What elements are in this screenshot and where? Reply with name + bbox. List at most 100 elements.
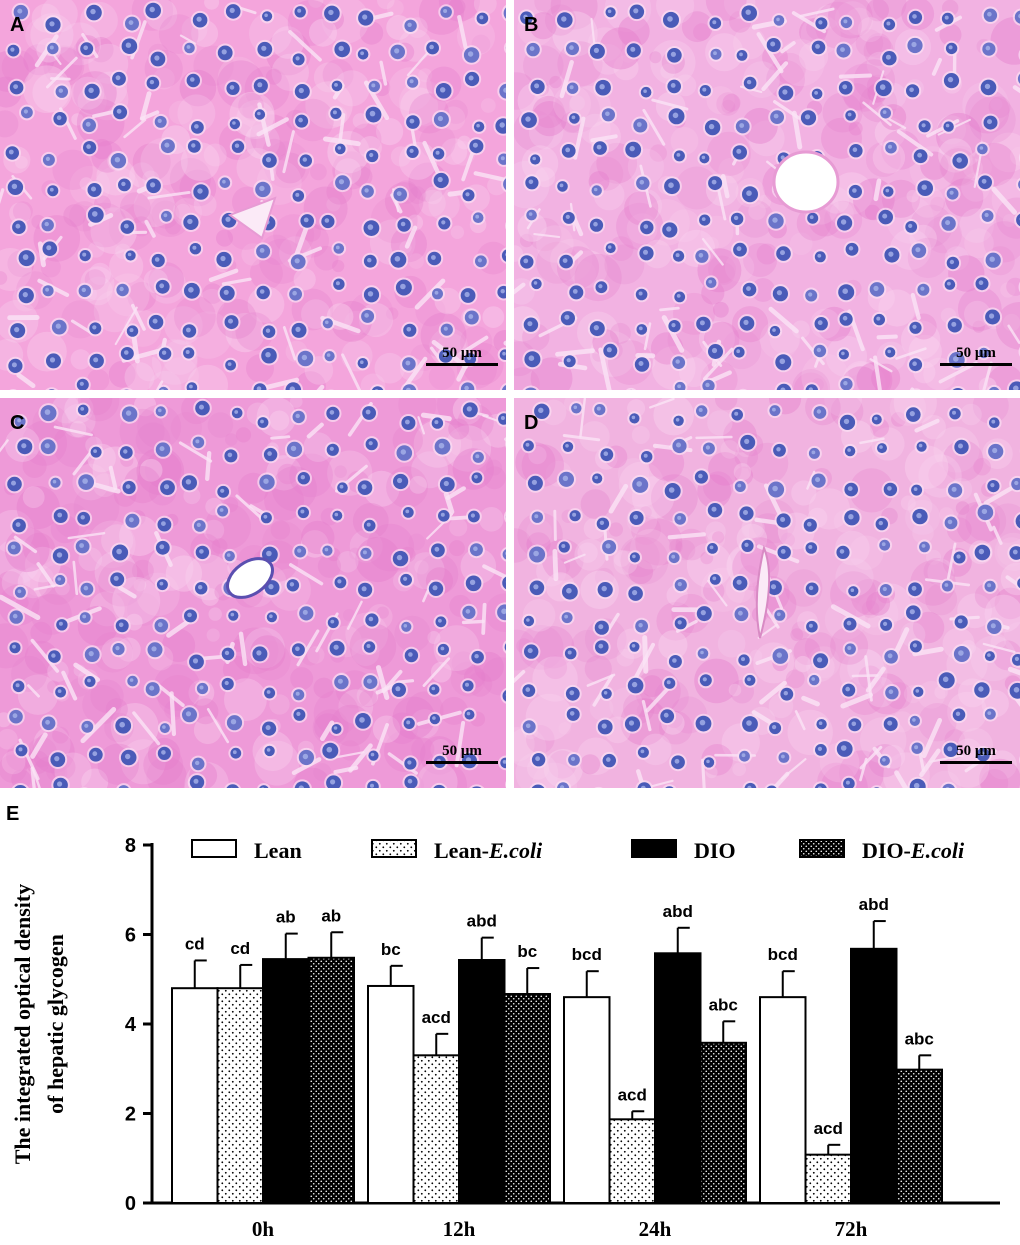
- nucleolus: [158, 408, 162, 413]
- sinusoid: [552, 548, 559, 582]
- nucleolus: [840, 745, 847, 751]
- nucleolus: [776, 612, 781, 617]
- nucleus-halo: [738, 388, 748, 390]
- nucleolus: [841, 351, 845, 356]
- nucleolus: [265, 157, 272, 163]
- cytoplasm-texture: [861, 600, 880, 619]
- sinusoid: [563, 553, 586, 564]
- cytoplasm-texture: [972, 320, 985, 333]
- cytoplasm-texture: [904, 445, 949, 489]
- sinusoid: [306, 422, 324, 439]
- nucleolus: [505, 252, 506, 257]
- cytoplasm-texture: [317, 554, 341, 578]
- cytoplasm-texture: [1010, 146, 1020, 166]
- sinusoid: [114, 306, 138, 346]
- nucleolus: [266, 748, 271, 752]
- nucleolus: [49, 187, 54, 192]
- nucleolus: [366, 678, 372, 684]
- nucleolus: [84, 723, 89, 728]
- nucleolus: [370, 783, 374, 788]
- nucleolus: [565, 444, 569, 448]
- cytoplasm-texture: [351, 166, 373, 187]
- sinusoid: [888, 118, 907, 130]
- cytoplasm-texture: [620, 536, 669, 585]
- nucleolus: [466, 406, 472, 412]
- cytoplasm-texture: [525, 693, 573, 741]
- sinusoid: [651, 779, 674, 788]
- nucleolus: [229, 85, 235, 90]
- cytoplasm-texture: [517, 512, 563, 558]
- nucleolus: [232, 750, 237, 755]
- cytoplasm-texture: [51, 398, 81, 424]
- nucleolus: [82, 614, 87, 619]
- nucleolus: [525, 442, 530, 447]
- sinusoid: [338, 113, 346, 144]
- cytoplasm-texture: [955, 501, 970, 515]
- y-tick-label: 0: [125, 1193, 136, 1215]
- nucleus: [433, 784, 446, 788]
- nucleolus: [405, 360, 411, 366]
- nucleolus: [921, 123, 926, 128]
- cytoplasm-texture: [22, 454, 47, 478]
- nucleolus: [226, 553, 231, 557]
- nucleolus: [406, 720, 411, 725]
- nucleolus: [601, 585, 607, 592]
- nucleolus: [400, 221, 406, 227]
- nucleolus: [630, 46, 636, 52]
- sinusoid: [514, 282, 526, 295]
- nucleolus: [698, 253, 704, 258]
- nucleolus: [811, 450, 816, 455]
- nucleus: [371, 386, 384, 390]
- cytoplasm-texture: [766, 60, 805, 99]
- bar: [171, 987, 219, 1204]
- cytoplasm-texture: [264, 480, 305, 521]
- cytoplasm-texture: [168, 100, 193, 125]
- cytoplasm-texture: [930, 196, 945, 212]
- cytoplasm-texture: [420, 762, 467, 788]
- sinusoid: [919, 748, 941, 778]
- sinusoid: [1007, 324, 1020, 344]
- nucleolus: [984, 212, 989, 218]
- sinusoid: [642, 635, 649, 674]
- nucleolus: [671, 323, 676, 328]
- cytoplasm-texture: [359, 689, 377, 708]
- significance-label: abd: [859, 895, 889, 914]
- cytoplasm-texture: [235, 312, 274, 351]
- nucleolus: [199, 404, 204, 410]
- nucleolus: [633, 514, 638, 520]
- nucleolus: [437, 115, 443, 122]
- nucleolus: [332, 110, 337, 115]
- cytoplasm-texture: [864, 204, 881, 220]
- nucleolus: [90, 8, 96, 15]
- nucleolus: [566, 358, 571, 363]
- cytoplasm-texture: [411, 451, 449, 489]
- nucleolus: [947, 76, 954, 83]
- cytoplasm-texture: [856, 362, 891, 390]
- sinusoid: [36, 562, 56, 588]
- nucleolus: [562, 475, 569, 481]
- nucleus: [504, 643, 506, 652]
- nucleolus: [808, 292, 813, 297]
- sinusoid: [16, 372, 36, 389]
- nucleolus: [194, 124, 199, 129]
- nucleolus: [369, 152, 374, 158]
- nucleus: [294, 781, 310, 788]
- cytoplasm-texture: [134, 398, 157, 417]
- nucleolus: [746, 190, 752, 196]
- cytoplasm-texture: [649, 144, 667, 162]
- nucleolus: [808, 623, 813, 628]
- cytoplasm-texture: [479, 507, 504, 532]
- cytoplasm-texture: [32, 72, 72, 113]
- significance-label: acd: [618, 1085, 647, 1104]
- cytoplasm-texture: [541, 538, 584, 581]
- nucleolus: [667, 16, 673, 22]
- nucleolus: [367, 258, 372, 263]
- nucleolus: [987, 583, 992, 588]
- nucleolus: [780, 250, 785, 256]
- nucleolus: [949, 259, 955, 265]
- sinusoid: [703, 347, 734, 381]
- nucleolus: [914, 745, 919, 750]
- nucleolus: [942, 676, 949, 683]
- nucleolus: [676, 442, 681, 448]
- nucleolus: [840, 219, 847, 225]
